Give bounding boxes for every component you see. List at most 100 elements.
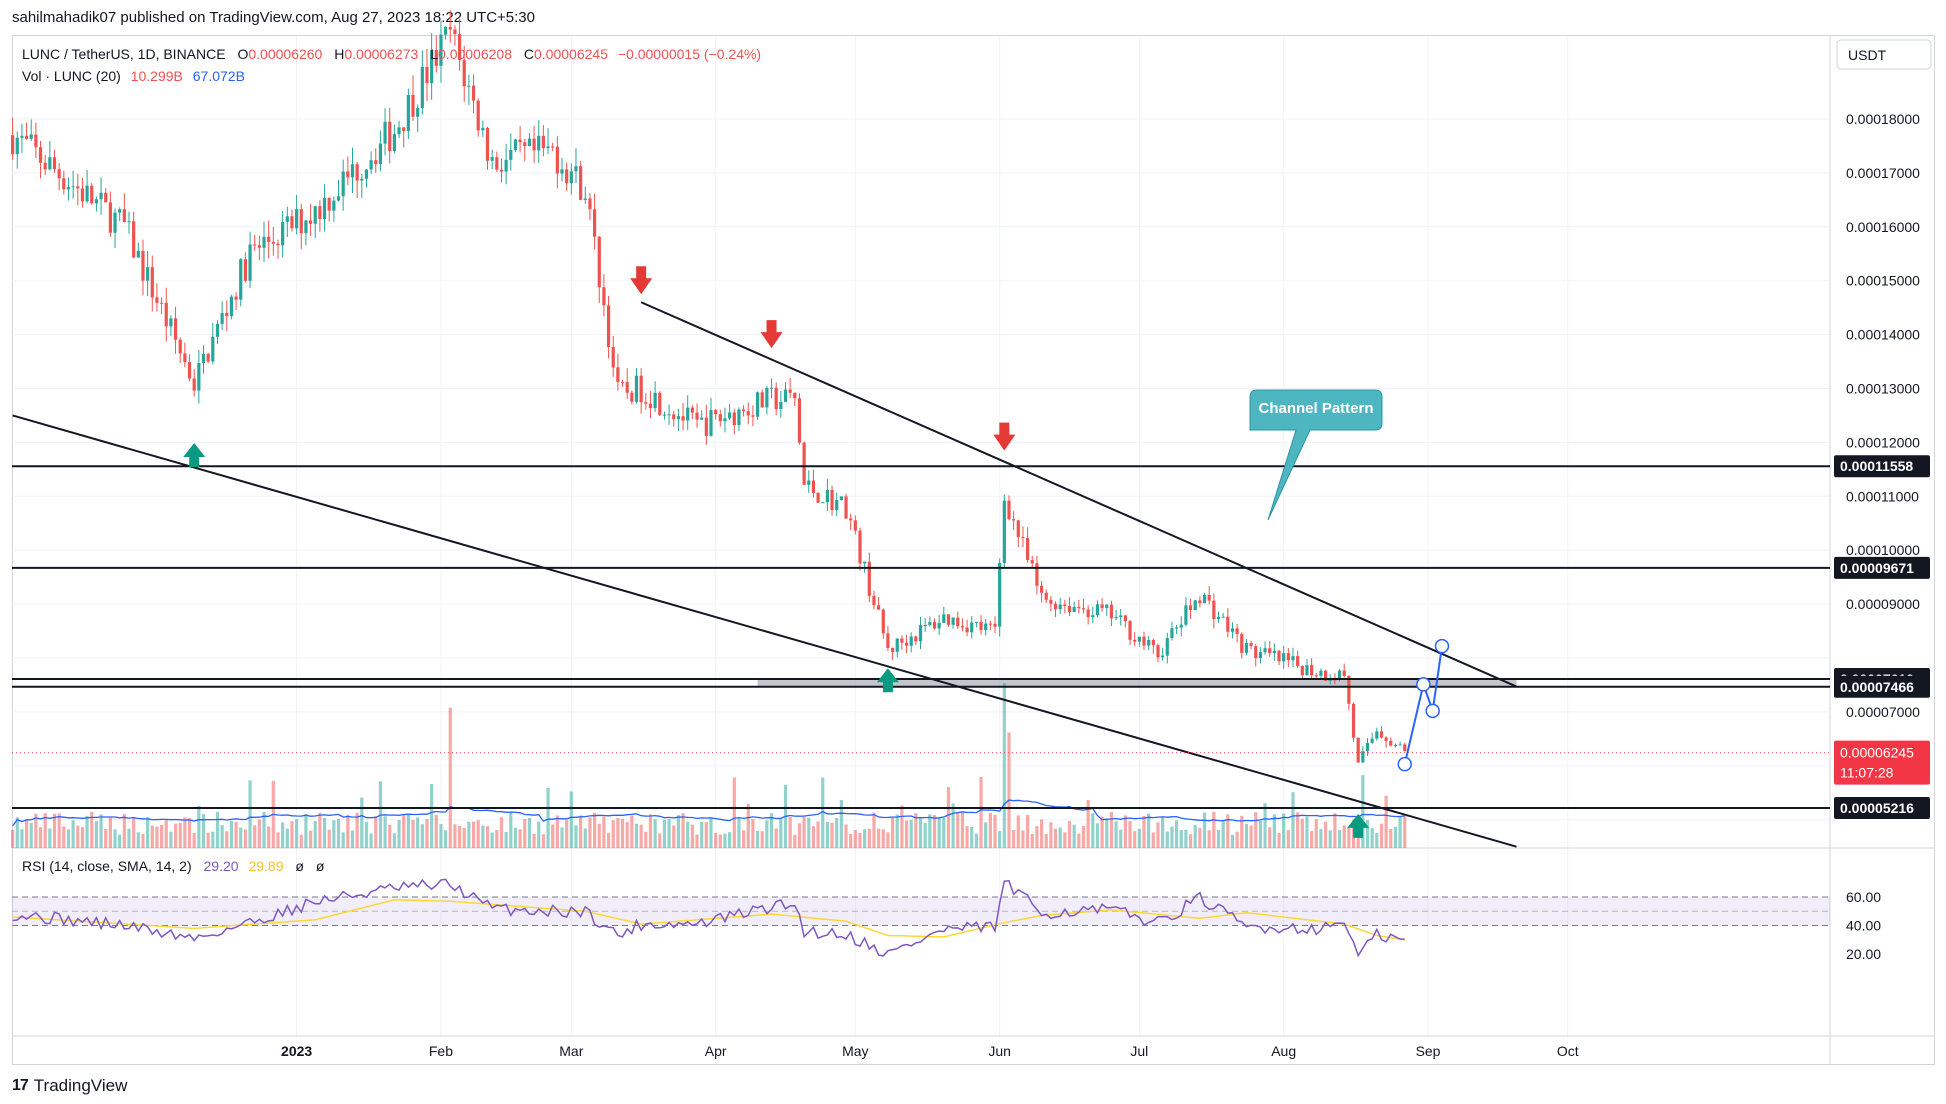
candle-layer	[11, 9, 1407, 764]
candle-body	[397, 127, 401, 135]
volume-bar	[644, 831, 648, 848]
candle-body	[1105, 604, 1109, 609]
volume-bar	[793, 834, 797, 848]
volume-bar	[1151, 832, 1155, 848]
candle-body	[471, 85, 476, 101]
candle-body	[579, 166, 583, 200]
candle-body	[99, 192, 103, 200]
volume-bar	[15, 817, 19, 848]
candle-body	[1342, 670, 1346, 676]
volume-legend[interactable]: Vol · LUNC (20) 10.299B 67.072B	[22, 68, 245, 84]
publisher-header: sahilmahadik07 published on TradingView.…	[12, 9, 535, 26]
volume-bar	[76, 825, 80, 848]
time-axis-label: Aug	[1271, 1043, 1296, 1059]
volume-bar	[518, 829, 522, 848]
candle-body	[1389, 740, 1393, 746]
volume-bar	[220, 825, 224, 848]
candle-body	[807, 480, 811, 485]
volume-bar	[546, 787, 550, 848]
candle-body	[20, 135, 24, 138]
candle-body	[593, 209, 597, 237]
volume-bar	[1119, 829, 1123, 848]
volume-bar	[1282, 813, 1286, 848]
volume-bar	[797, 823, 802, 848]
volume-bar	[574, 825, 578, 848]
volume-bar	[1258, 820, 1263, 848]
candle-body	[1067, 606, 1072, 613]
candle-body	[821, 502, 825, 504]
volume-bar	[1012, 830, 1016, 848]
candle-body	[1286, 653, 1290, 661]
volume-bar	[392, 833, 396, 848]
candle-body	[672, 414, 676, 420]
volume-bar	[965, 826, 969, 848]
volume-bar	[1053, 828, 1058, 848]
candle-body	[928, 621, 932, 625]
current-price-badge	[1834, 740, 1930, 785]
volume-bar	[80, 827, 85, 848]
candle-body	[1035, 563, 1039, 586]
volume-bar	[1109, 811, 1114, 848]
candle-body	[681, 416, 685, 421]
volume-bar	[1268, 827, 1272, 848]
candle-body	[1291, 656, 1295, 661]
volume-bar	[895, 814, 899, 848]
symbol-legend[interactable]: LUNC / TetherUS, 1D, BINANCE O0.00006260…	[22, 46, 761, 62]
volume-bar	[723, 833, 727, 848]
volume-bar	[439, 824, 443, 848]
volume-bar	[471, 821, 476, 848]
projection-path[interactable]	[1397, 638, 1450, 772]
volume-bar	[1030, 833, 1034, 848]
volume-bar	[509, 812, 513, 848]
candle-body	[1296, 656, 1300, 666]
volume-bar	[225, 831, 229, 848]
candle-body	[844, 496, 848, 519]
level-layer	[12, 465, 1830, 810]
candle-body	[146, 267, 150, 281]
volume-bar	[1156, 822, 1160, 848]
candle-body	[118, 209, 122, 213]
volume-bar	[1216, 830, 1221, 848]
candle-body	[76, 186, 80, 189]
candle-body	[960, 626, 965, 628]
candle-body	[527, 138, 532, 146]
footer-branding[interactable]: 17 TradingView	[12, 1076, 127, 1096]
candle-body	[485, 127, 490, 161]
volume-bar	[1026, 815, 1030, 848]
volume-bar	[146, 817, 150, 848]
volume-bar	[187, 818, 192, 848]
candle-body	[225, 313, 229, 317]
rsi-line	[12, 878, 1405, 958]
candle-body	[159, 302, 164, 304]
volume-bar	[155, 826, 159, 848]
candle-body	[1310, 665, 1314, 676]
candle-body	[537, 135, 541, 151]
volume-bar	[1193, 824, 1197, 848]
volume-bar	[257, 819, 261, 848]
candle-body	[420, 66, 424, 109]
volume-bar	[956, 812, 960, 848]
channel-lower-line[interactable]	[12, 414, 1517, 848]
candle-body	[1403, 744, 1407, 752]
volume-bar	[611, 820, 615, 848]
volume-bar	[1375, 832, 1379, 848]
volume-bar	[57, 813, 61, 848]
currency-button[interactable]: USDT	[1836, 39, 1932, 70]
channel-pattern-callout[interactable]: Channel Pattern	[1249, 389, 1383, 521]
rsi-legend[interactable]: RSI (14, close, SMA, 14, 2) 29.20 29.89 …	[22, 858, 325, 874]
candle-body	[723, 418, 727, 422]
candle-body	[616, 367, 620, 382]
channel-upper-line[interactable]	[640, 301, 1517, 688]
volume-bar	[173, 823, 178, 848]
price-axis-label: 0.00016000	[1846, 219, 1920, 235]
price-axis-label: 0.00013000	[1846, 381, 1920, 397]
projection-point	[1425, 703, 1440, 719]
support-zone[interactable]	[757, 679, 1517, 687]
volume-bar	[201, 814, 206, 848]
candle-body	[57, 169, 61, 179]
volume-bar	[29, 822, 33, 848]
volume-bar	[751, 819, 755, 848]
volume-bar	[872, 812, 876, 848]
volume-bar	[1021, 830, 1025, 848]
